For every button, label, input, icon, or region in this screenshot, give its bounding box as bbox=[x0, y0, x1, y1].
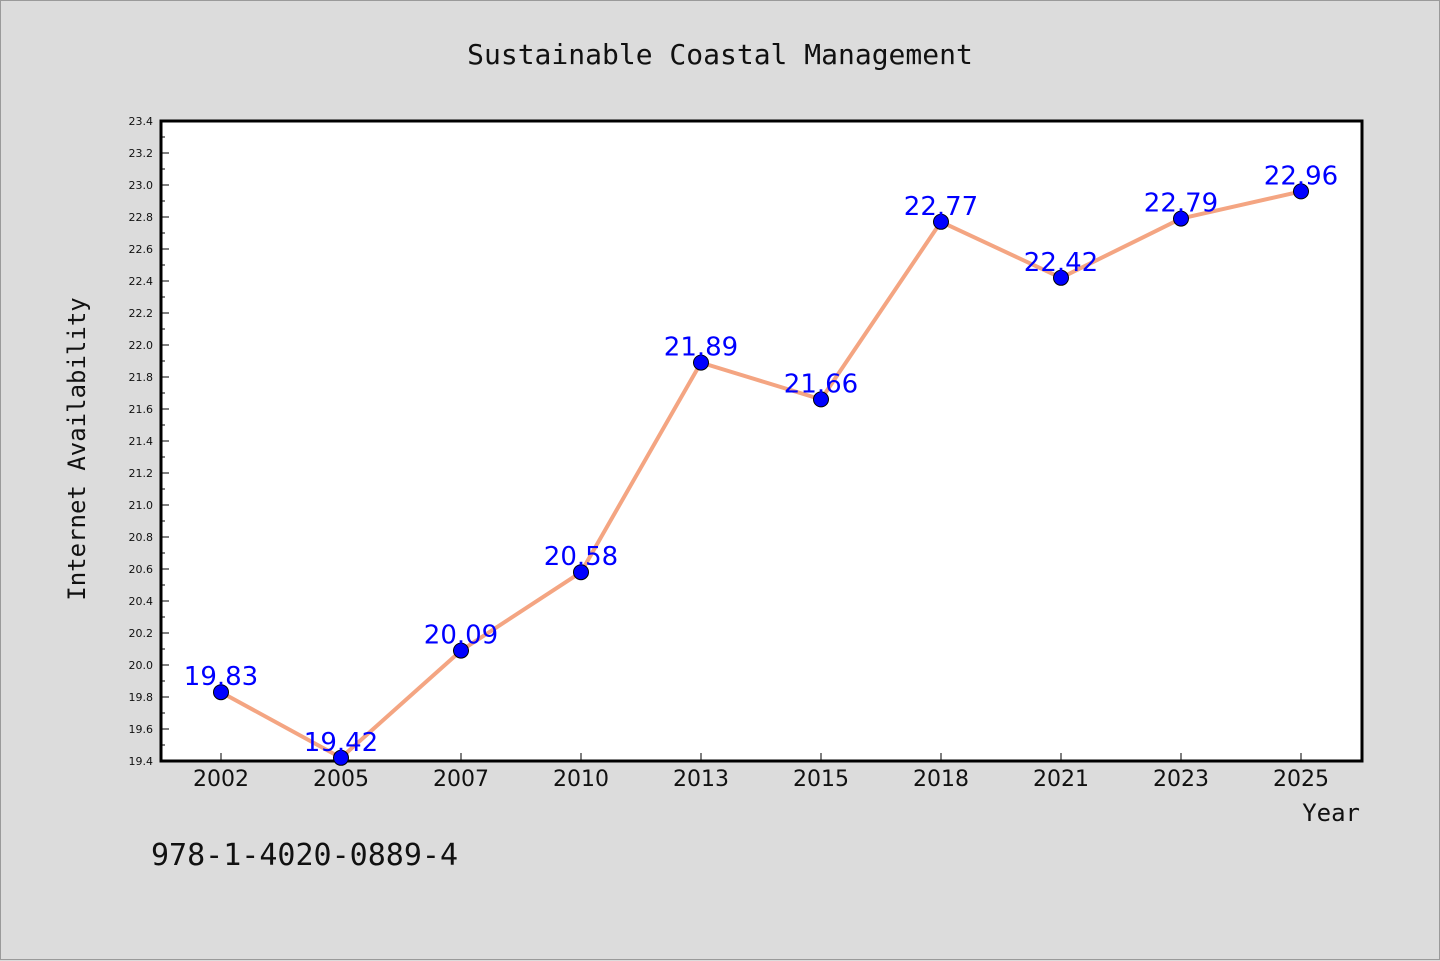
x-tick-label: 2018 bbox=[913, 767, 969, 792]
y-tick-label: 20.0 bbox=[129, 659, 154, 672]
data-point bbox=[453, 642, 469, 659]
data-label: 20.09 bbox=[424, 621, 498, 651]
data-point bbox=[813, 391, 829, 408]
data-point bbox=[1173, 210, 1189, 227]
y-tick-label: 21.6 bbox=[129, 403, 154, 416]
y-tick-label: 20.2 bbox=[129, 627, 154, 640]
y-tick-label: 19.4 bbox=[129, 755, 154, 768]
y-tick-label: 21.2 bbox=[129, 467, 154, 480]
y-tick-label: 23.0 bbox=[129, 179, 154, 192]
y-tick-label: 20.8 bbox=[129, 531, 154, 544]
data-label: 19.42 bbox=[304, 728, 378, 758]
y-axis-title: Internet Availability bbox=[63, 297, 91, 600]
x-axis-title: Year bbox=[1302, 799, 1360, 827]
series-group: 19.83 19.42 20.09 20.58 21.89 21.66 22.77 22.42… bbox=[184, 161, 1338, 766]
data-label: 22.42 bbox=[1024, 248, 1098, 278]
y-tick-label: 23.2 bbox=[129, 147, 154, 160]
data-label: 21.89 bbox=[664, 333, 738, 363]
x-axis-ticks: 2002 2005 2007 2010 2013 2015 2018 2021 2023 2025 bbox=[193, 753, 1329, 792]
data-point bbox=[333, 749, 349, 766]
y-tick-label: 22.6 bbox=[129, 243, 154, 256]
x-tick-label: 2015 bbox=[793, 767, 849, 792]
footnote-text: 978-1-4020-0889-4 bbox=[151, 838, 458, 873]
x-tick-label: 2025 bbox=[1273, 767, 1329, 792]
data-label: 22.96 bbox=[1264, 161, 1338, 191]
y-axis-ticks: 19.4 19.6 19.8 20.0 20.2 20.4 20.6 20.8 21.0 21.2… bbox=[129, 115, 169, 768]
x-tick-label: 2010 bbox=[553, 767, 609, 792]
x-tick-label: 2021 bbox=[1033, 767, 1089, 792]
x-tick-label: 2007 bbox=[433, 767, 489, 792]
y-tick-label: 23.4 bbox=[129, 115, 154, 128]
y-tick-label: 22.4 bbox=[129, 275, 154, 288]
y-tick-label: 20.6 bbox=[129, 563, 154, 576]
data-label: 19.83 bbox=[184, 662, 258, 692]
data-point bbox=[1053, 269, 1069, 286]
data-label: 21.66 bbox=[784, 369, 858, 399]
series-line bbox=[220, 189, 1302, 760]
y-tick-label: 19.6 bbox=[129, 723, 154, 736]
data-label: 22.77 bbox=[904, 192, 978, 222]
data-point bbox=[693, 354, 709, 371]
data-point bbox=[213, 684, 229, 701]
x-tick-label: 2023 bbox=[1153, 767, 1209, 792]
y-tick-label: 22.0 bbox=[129, 339, 154, 352]
y-tick-label: 21.8 bbox=[129, 371, 154, 384]
y-tick-label: 22.8 bbox=[129, 211, 154, 224]
data-label: 22.79 bbox=[1144, 189, 1218, 219]
chart-title: Sustainable Coastal Management bbox=[467, 38, 973, 71]
x-tick-label: 2013 bbox=[673, 767, 729, 792]
y-tick-label: 20.4 bbox=[129, 595, 154, 608]
y-tick-label: 19.8 bbox=[129, 691, 154, 704]
x-tick-label: 2002 bbox=[193, 767, 249, 792]
y-tick-label: 22.2 bbox=[129, 307, 154, 320]
y-tick-label: 21.0 bbox=[129, 499, 154, 512]
data-point bbox=[1293, 183, 1309, 200]
y-tick-label: 21.4 bbox=[129, 435, 154, 448]
x-tick-label: 2005 bbox=[313, 767, 369, 792]
data-point bbox=[573, 564, 589, 581]
data-label: 20.58 bbox=[544, 542, 618, 572]
data-point bbox=[933, 213, 949, 230]
